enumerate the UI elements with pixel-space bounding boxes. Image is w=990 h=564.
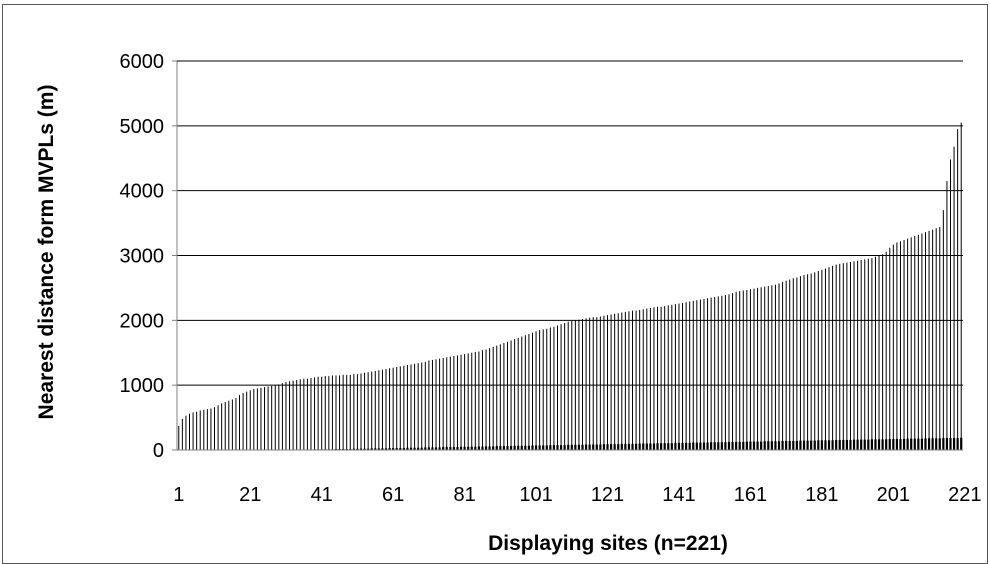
x-axis-title: Displaying sites (n=221)	[488, 532, 728, 555]
y-tick-label: 2000	[120, 310, 165, 332]
x-tick-label: 141	[662, 484, 695, 506]
y-tick-labels: 0 1000 2000 3000 4000 5000 6000	[120, 51, 165, 462]
x-tick-label: 221	[948, 484, 981, 506]
x-tick-labels: 1 21 41 61 81 101 121 141 161 181 201 221	[173, 484, 981, 506]
y-tick-label: 5000	[120, 116, 165, 138]
x-tick-label: 21	[239, 484, 261, 506]
gridlines	[177, 60, 963, 386]
y-axis-title: Nearest distance form MVPLs (m)	[35, 85, 58, 420]
x-tick-label: 81	[453, 484, 475, 506]
y-tick-label: 3000	[120, 246, 165, 268]
x-tick-label: 61	[382, 484, 404, 506]
x-tick-label: 121	[591, 484, 624, 506]
x-tick-label: 161	[734, 484, 767, 506]
x-tick-label: 41	[311, 484, 333, 506]
y-tick-label: 6000	[120, 51, 165, 73]
x-tick-label: 101	[519, 484, 552, 506]
x-tick-label: 201	[877, 484, 910, 506]
y-tick-label: 0	[153, 440, 164, 462]
bars	[178, 122, 962, 450]
x-tick-label: 181	[805, 484, 838, 506]
secondary-bars	[299, 437, 963, 450]
x-tick-label: 1	[173, 484, 184, 506]
y-tick-label: 1000	[120, 375, 165, 397]
axes	[172, 60, 963, 451]
y-tick-label: 4000	[120, 181, 165, 203]
